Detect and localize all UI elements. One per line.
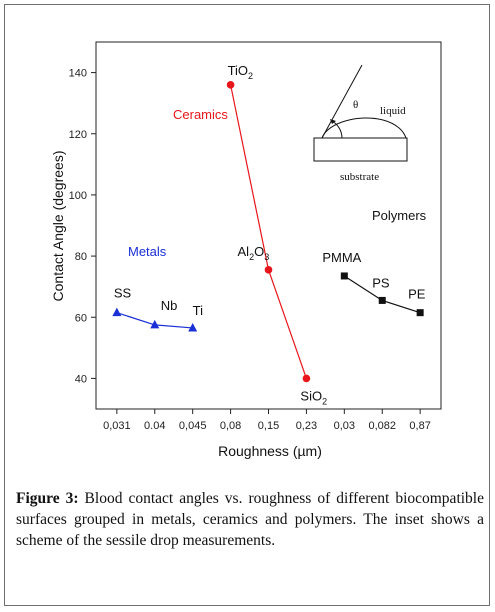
y-tick-label: 120 xyxy=(69,129,87,141)
inset-arc-arrowhead xyxy=(330,119,336,124)
inset-substrate-block xyxy=(313,137,408,162)
y-tick-label: 60 xyxy=(75,312,87,324)
point-label-text: PE xyxy=(408,287,426,302)
plot-area xyxy=(95,41,442,410)
inset-liquid-label: liquid xyxy=(380,105,406,117)
data-point-metals xyxy=(188,322,198,332)
data-point-polymers xyxy=(416,309,424,317)
point-label-subscript: 3 xyxy=(264,252,269,262)
y-tick-label: 40 xyxy=(75,373,87,385)
x-tick-label: 0,87 xyxy=(409,420,430,432)
x-tick-label: 0,03 xyxy=(334,420,355,432)
x-tick-label: 0.04 xyxy=(144,420,165,432)
point-label-text: PMMA xyxy=(322,250,361,265)
inset-tangent-line xyxy=(321,64,363,139)
point-label: PE xyxy=(408,287,426,302)
point-label-subscript: 2 xyxy=(322,396,327,406)
inset-drop-outline xyxy=(321,117,407,139)
legend-metals: Metals xyxy=(128,244,167,259)
point-label: Al2O3 xyxy=(238,244,270,262)
point-label-text: Al xyxy=(238,244,250,259)
data-point-ceramics xyxy=(226,81,235,89)
x-tick-label: 0,15 xyxy=(258,420,279,432)
x-tick-label: 0,23 xyxy=(296,420,317,432)
point-label-text: PS xyxy=(372,275,390,290)
figure-caption: Figure 3: Blood contact angles vs. rough… xyxy=(16,488,484,551)
point-label: PMMA xyxy=(322,250,361,265)
data-point-polymers xyxy=(340,272,348,280)
data-point-ceramics xyxy=(302,374,311,383)
point-label: Ti xyxy=(193,303,203,318)
x-tick-label: 0,08 xyxy=(220,420,241,432)
legend-polymers: Polymers xyxy=(372,208,427,223)
point-label: SS xyxy=(114,286,132,301)
data-point-polymers xyxy=(378,296,386,304)
x-tick-label: 0,082 xyxy=(368,420,396,432)
x-axis-ticks: 0,031 0.04 0,045 0,08 0,15 0,23 0,03 0,082 0,87 xyxy=(103,409,431,432)
series-line-ceramics xyxy=(230,84,307,379)
point-label: Nb xyxy=(161,298,178,313)
x-axis-label: Roughness (µm) xyxy=(218,443,322,459)
point-label: SiO2 xyxy=(300,388,327,406)
point-label-text: Ti xyxy=(193,303,203,318)
inset-angle-label: θ xyxy=(353,99,358,111)
caption-label: Figure 3: xyxy=(16,490,79,507)
y-tick-label: 100 xyxy=(69,190,87,202)
data-point-metals xyxy=(150,319,160,329)
point-label-subscript: 2 xyxy=(248,71,253,81)
series-layer xyxy=(112,81,424,383)
x-tick-label: 0,031 xyxy=(103,420,131,432)
y-tick-label: 80 xyxy=(75,251,87,263)
point-label-text: SS xyxy=(114,286,132,301)
point-label-text: SiO xyxy=(300,388,322,403)
point-label-text: TiO xyxy=(228,63,248,78)
data-point-ceramics xyxy=(264,266,273,274)
y-axis-label: Contact Angle (degrees) xyxy=(50,151,66,302)
point-label-subscript: 2 xyxy=(249,252,254,262)
x-tick-label: 0,045 xyxy=(179,420,207,432)
y-axis-ticks: 40 60 80 100 120 140 xyxy=(69,68,96,385)
caption-text: Blood contact angles vs. roughness of di… xyxy=(16,490,484,549)
point-label: PS xyxy=(372,275,390,290)
point-label: TiO2 xyxy=(228,63,253,81)
figure-frame xyxy=(4,4,490,606)
data-point-metals xyxy=(112,307,122,317)
y-tick-label: 140 xyxy=(69,68,87,80)
point-label-text: O xyxy=(254,244,264,259)
inset-substrate-label: substrate xyxy=(340,171,379,183)
point-label-text: Nb xyxy=(161,298,178,313)
sessile-drop-inset: θ liquid substrate xyxy=(313,64,408,183)
legend-ceramics: Ceramics xyxy=(173,107,228,122)
